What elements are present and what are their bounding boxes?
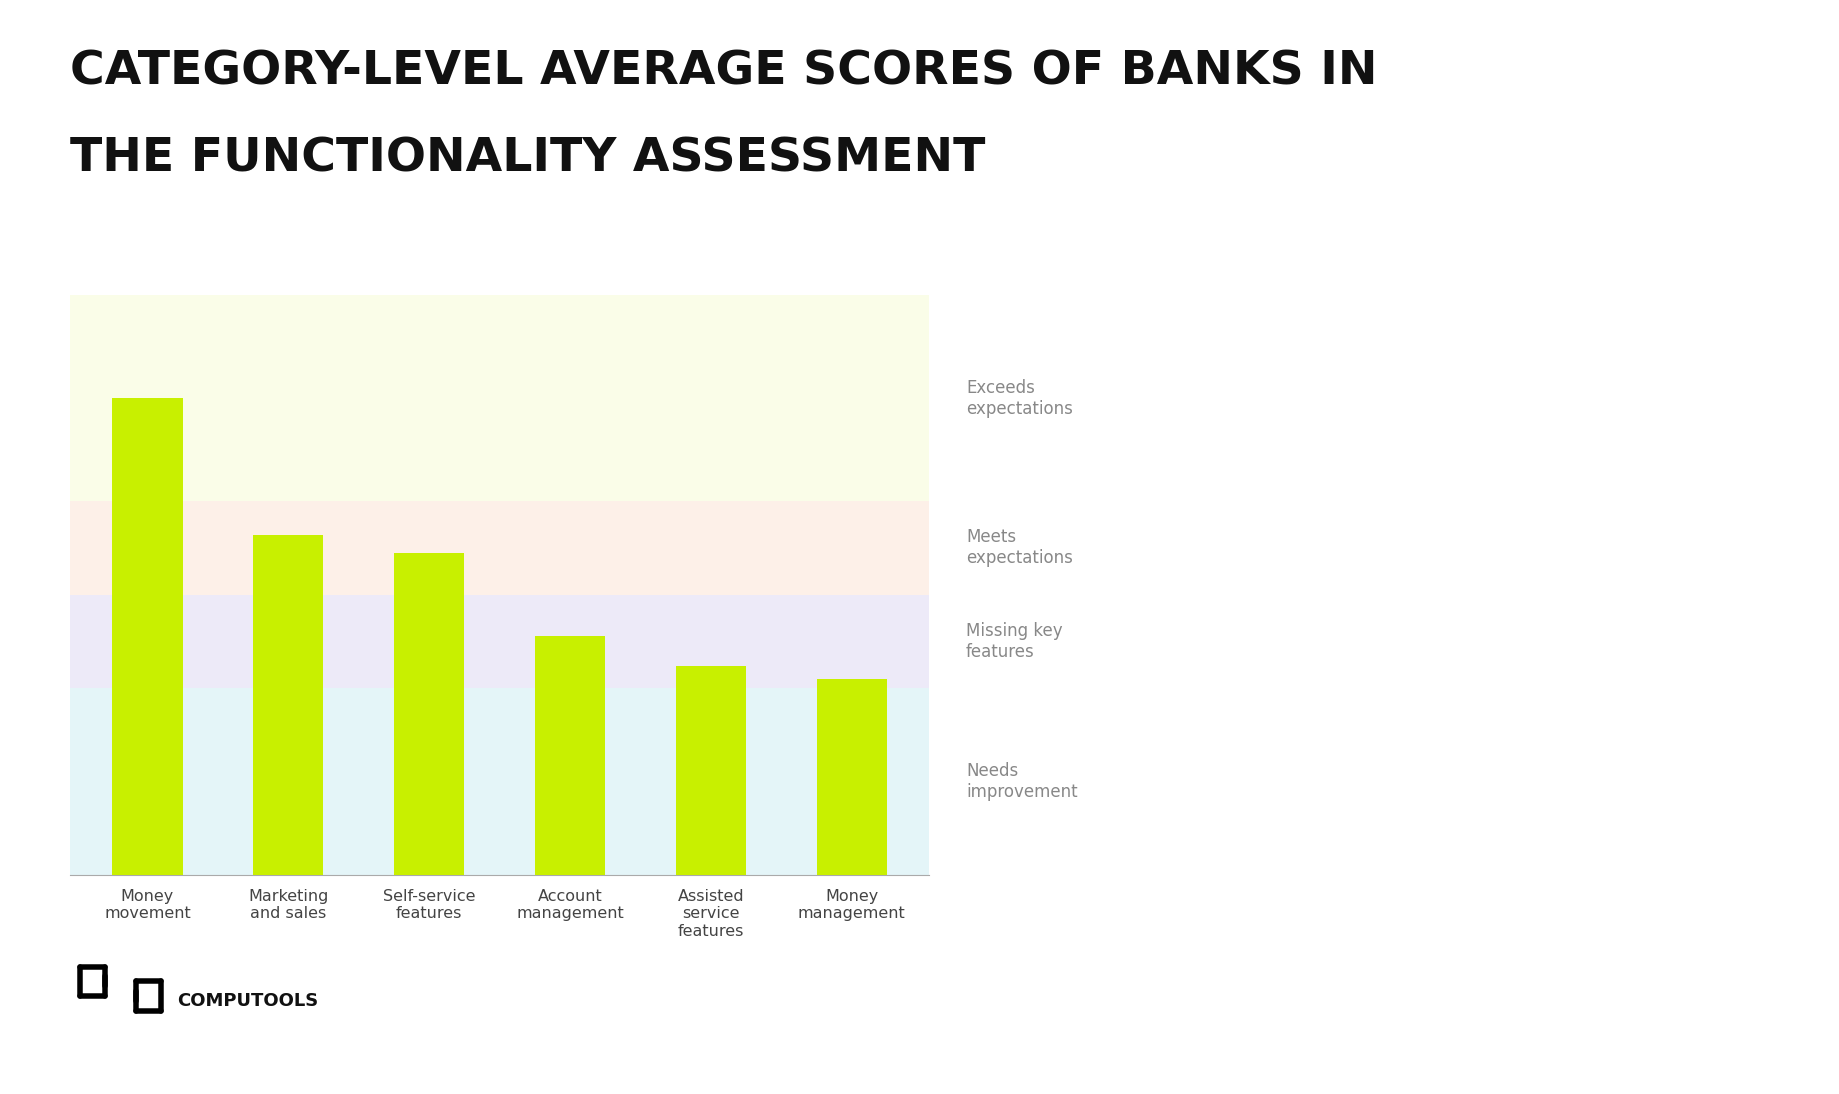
Bar (817, 678, 886, 875)
Text: THE FUNCTIONALITY ASSESSMENT: THE FUNCTIONALITY ASSESSMENT (70, 137, 984, 182)
Bar (394, 554, 463, 875)
Text: Needs
improvement: Needs improvement (965, 763, 1078, 801)
Text: Missing key
features: Missing key features (965, 622, 1063, 661)
Bar (535, 636, 605, 875)
Bar (70, 295, 929, 501)
Text: Meets
expectations: Meets expectations (965, 528, 1072, 568)
Bar (112, 398, 182, 875)
Bar (70, 595, 929, 688)
Text: CATEGORY-LEVEL AVERAGE SCORES OF BANKS IN: CATEGORY-LEVEL AVERAGE SCORES OF BANKS I… (70, 49, 1377, 94)
Bar (675, 666, 745, 875)
Bar (254, 535, 324, 875)
Text: Exceeds
expectations: Exceeds expectations (965, 379, 1072, 418)
Text: COMPUTOOLS: COMPUTOOLS (177, 992, 318, 1010)
Bar (70, 688, 929, 875)
Bar (70, 501, 929, 595)
